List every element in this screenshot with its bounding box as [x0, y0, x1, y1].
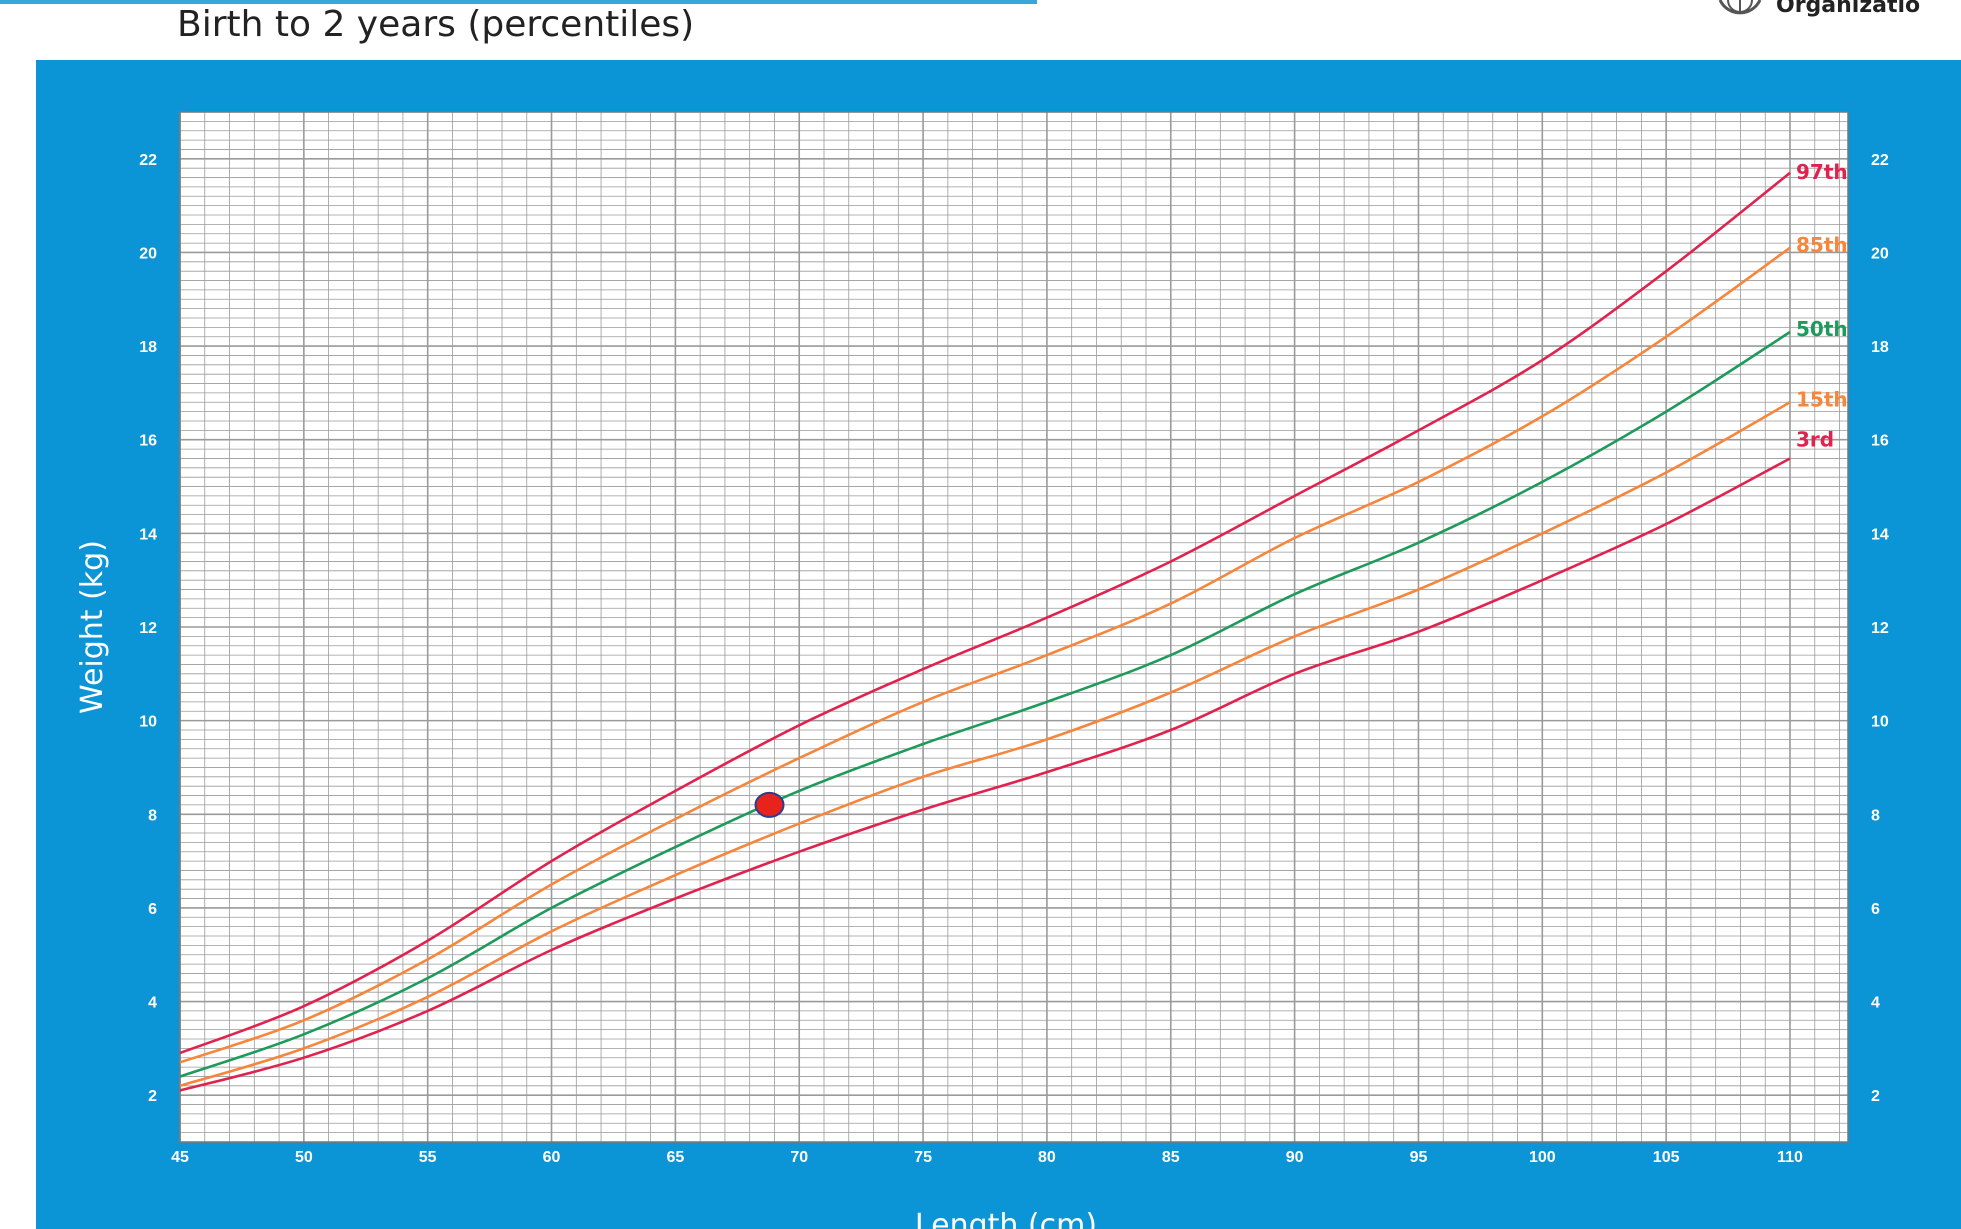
x-tick-label: 45	[171, 1149, 189, 1166]
x-tick-label: 90	[1286, 1149, 1304, 1166]
y-tick-label-right: 10	[1871, 714, 1889, 731]
plotted-measurement-point	[754, 791, 785, 818]
percentile-curve-97th	[179, 171, 1791, 1055]
percentile-curve-3rd	[179, 457, 1791, 1092]
x-tick-label: 75	[914, 1149, 932, 1166]
y-tick-label-left: 8	[148, 807, 157, 824]
header-rule	[0, 0, 1037, 4]
y-tick-label-right: 22	[1871, 152, 1889, 169]
x-tick-label: 80	[1038, 1149, 1056, 1166]
y-tick-label-left: 4	[148, 995, 157, 1012]
y-tick-label-left: 16	[139, 433, 157, 450]
x-tick-label: 55	[419, 1149, 437, 1166]
y-tick-label-right: 8	[1871, 807, 1880, 824]
grid-lines	[179, 111, 1848, 1143]
y-tick-label-right: 20	[1871, 245, 1889, 262]
y-tick-label-left: 10	[139, 714, 157, 731]
y-tick-label-left: 22	[139, 152, 157, 169]
x-tick-label: 65	[666, 1149, 684, 1166]
percentile-curve-15th	[179, 401, 1791, 1088]
y-tick-label-left: 14	[139, 526, 157, 543]
plot-border	[179, 111, 1849, 1143]
percentile-label-97th: 97th	[1796, 160, 1848, 184]
x-tick-label: 85	[1162, 1149, 1180, 1166]
percentile-curve-85th	[179, 246, 1791, 1064]
x-axis-label: Length (cm)	[915, 1208, 1097, 1229]
y-tick-label-right: 4	[1871, 995, 1880, 1012]
y-tick-label-left: 6	[148, 901, 157, 918]
y-tick-label-right: 6	[1871, 901, 1880, 918]
y-tick-label-right: 16	[1871, 433, 1889, 450]
x-tick-label: 95	[1410, 1149, 1428, 1166]
x-tick-label: 60	[543, 1149, 561, 1166]
chart-subtitle: Birth to 2 years (percentiles)	[177, 4, 695, 45]
x-tick-label: 50	[295, 1149, 313, 1166]
y-axis-label: Weight (kg)	[75, 540, 110, 714]
x-tick-label: 110	[1777, 1149, 1803, 1166]
y-tick-label-right: 18	[1871, 339, 1889, 356]
y-tick-label-right: 12	[1871, 620, 1889, 637]
x-tick-label: 70	[790, 1149, 808, 1166]
x-tick-label: 105	[1653, 1149, 1680, 1166]
globe-emblem-icon	[1718, 0, 1762, 15]
percentile-label-3rd: 3rd	[1796, 427, 1834, 451]
y-tick-label-left: 20	[139, 245, 157, 262]
percentile-label-85th: 85th	[1796, 233, 1848, 257]
y-tick-label-left: 18	[139, 339, 157, 356]
percentile-curve-50th	[179, 330, 1791, 1078]
y-tick-label-left: 12	[139, 620, 157, 637]
x-tick-label: 100	[1529, 1149, 1556, 1166]
y-tick-label-right: 14	[1871, 526, 1889, 543]
percentile-label-15th: 15th	[1796, 387, 1848, 411]
y-tick-label-left: 2	[148, 1088, 157, 1105]
percentile-label-50th: 50th	[1796, 317, 1848, 341]
who-logo: Organizatio	[1710, 0, 1920, 18]
y-tick-label-right: 2	[1871, 1088, 1880, 1105]
